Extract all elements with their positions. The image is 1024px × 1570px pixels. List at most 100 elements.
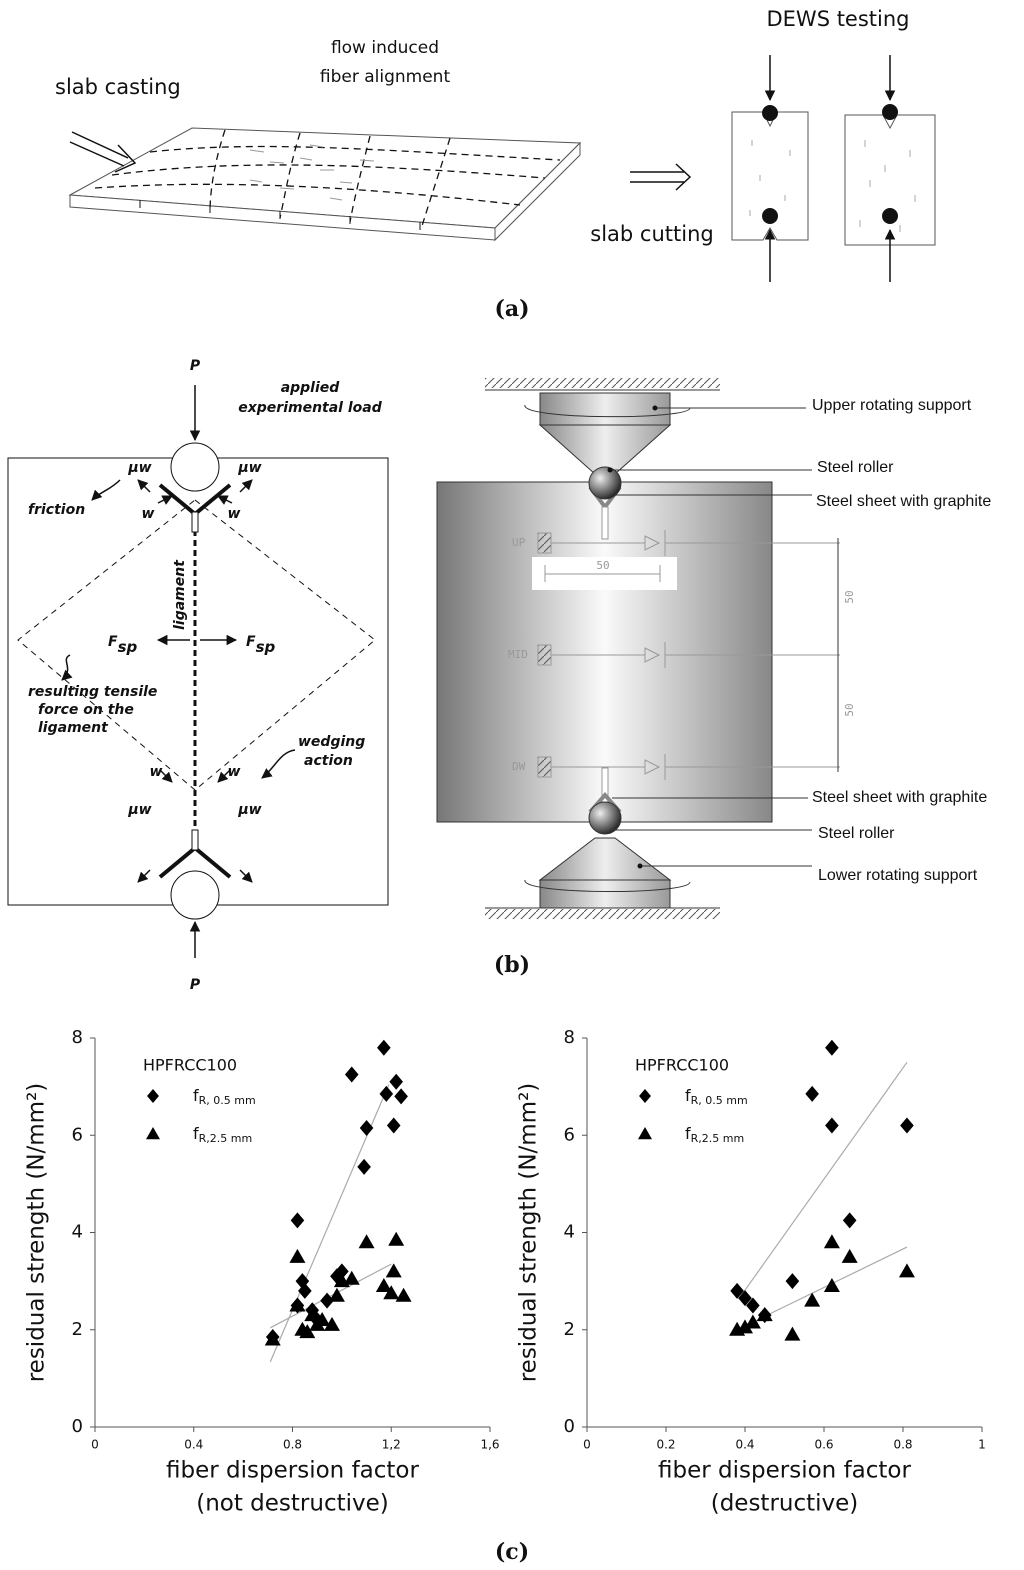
label: action	[304, 753, 353, 769]
label: Upper rotating support	[812, 397, 972, 414]
point	[900, 1117, 914, 1134]
mechanism-diagram	[7, 385, 389, 958]
point	[358, 1234, 375, 1249]
label: μw	[127, 460, 151, 476]
label: μw	[127, 802, 151, 818]
point	[314, 1312, 331, 1327]
trend-line	[270, 1263, 392, 1329]
label: Steel roller	[818, 825, 895, 842]
scatter-chart: 0 0.2 0.4 0.6 0.8 1 0 2 4 6 8 residual strength (N/…	[516, 1027, 986, 1517]
point	[737, 1319, 753, 1334]
point	[264, 1331, 281, 1346]
y-tick-label: 8	[564, 1027, 575, 1048]
point	[328, 1287, 345, 1302]
legend-label: fR,2.5 mm	[685, 1124, 744, 1146]
force-label: Fsp	[108, 634, 138, 656]
legend-title: HPFRCC100	[635, 1056, 729, 1075]
point	[744, 1314, 761, 1329]
label: ligament	[38, 720, 109, 736]
point	[375, 1277, 392, 1292]
point	[738, 1290, 752, 1307]
force-label: Fsp	[246, 634, 276, 656]
point	[289, 1297, 306, 1312]
point	[804, 1292, 821, 1307]
panel-a	[68, 55, 936, 282]
point	[289, 1248, 306, 1263]
point	[383, 1285, 400, 1300]
point	[335, 1263, 349, 1280]
label: slab cutting	[590, 222, 713, 246]
x-tick-label: 0	[91, 1438, 99, 1452]
y-tick-label: 2	[564, 1319, 575, 1340]
legend-label: fR, 0.5 mm	[193, 1086, 256, 1108]
label: 50	[843, 703, 856, 716]
caption: (a)	[494, 296, 529, 322]
label: 50	[843, 590, 856, 603]
label: applied	[281, 380, 341, 396]
point	[359, 1119, 374, 1136]
point	[842, 1212, 857, 1229]
x-axis-label: fiber dispersion factor	[658, 1458, 911, 1484]
label: μw	[237, 460, 261, 476]
y-tick-label: 8	[72, 1027, 83, 1048]
point	[823, 1234, 840, 1249]
point	[298, 1282, 312, 1299]
point	[377, 1039, 391, 1056]
x-tick-label: 0.8	[893, 1438, 912, 1452]
point	[825, 1117, 839, 1134]
point	[385, 1263, 402, 1278]
point	[841, 1248, 858, 1263]
y-tick-label: 4	[564, 1222, 575, 1243]
legend-label: fR,2.5 mm	[193, 1124, 252, 1146]
point	[825, 1039, 839, 1056]
x-tick-label: 0.6	[814, 1438, 833, 1452]
load-label: P	[190, 358, 201, 374]
label: w	[150, 764, 163, 780]
y-axis-label: residual strength (N/mm²)	[24, 1083, 50, 1383]
label: ligament	[172, 559, 188, 630]
y-axis-label: residual strength (N/mm²)	[516, 1083, 542, 1383]
point	[898, 1263, 915, 1278]
label: Steel roller	[817, 459, 894, 476]
point	[304, 1307, 321, 1322]
caption: (b)	[494, 952, 530, 978]
label: wedging	[298, 734, 365, 750]
label: Steel sheet with graphite	[812, 789, 987, 806]
x-tick-label: 1,2	[382, 1438, 401, 1452]
point	[379, 1085, 394, 1102]
point	[343, 1270, 360, 1285]
point	[805, 1085, 819, 1102]
y-tick-label: 0	[564, 1416, 575, 1437]
legend-label: fR, 0.5 mm	[685, 1086, 748, 1108]
point	[386, 1117, 401, 1134]
y-tick-label: 4	[72, 1222, 83, 1243]
point	[785, 1273, 800, 1290]
label: Lower rotating support	[818, 867, 978, 884]
point	[823, 1277, 840, 1292]
label: MID	[508, 648, 528, 661]
y-tick-label: 6	[564, 1124, 575, 1145]
legend-marker	[639, 1089, 651, 1103]
x-axis-label: fiber dispersion factor	[166, 1458, 419, 1484]
label: μw	[237, 802, 261, 818]
load-label: P	[190, 977, 201, 993]
x-tick-label: 1	[978, 1438, 986, 1452]
point	[389, 1073, 403, 1090]
label: flow induced	[331, 38, 439, 58]
y-tick-label: 6	[72, 1124, 83, 1145]
label: Steel sheet with graphite	[816, 493, 991, 510]
scatter-chart: 0 0.4 0.8 1,2 1,6 0 2 4 6 8 residual strength (N/m…	[24, 1027, 500, 1517]
point	[394, 1088, 408, 1105]
point	[395, 1287, 412, 1302]
label: 50	[596, 559, 609, 572]
point	[324, 1316, 340, 1331]
x-tick-label: 1,6	[480, 1438, 499, 1452]
legend-marker	[147, 1089, 159, 1103]
point	[730, 1282, 744, 1299]
label: slab casting	[55, 75, 181, 99]
point	[388, 1231, 405, 1246]
x-tick-label: 0.4	[735, 1438, 754, 1452]
x-tick-label: 0.8	[283, 1438, 302, 1452]
point	[344, 1066, 359, 1083]
